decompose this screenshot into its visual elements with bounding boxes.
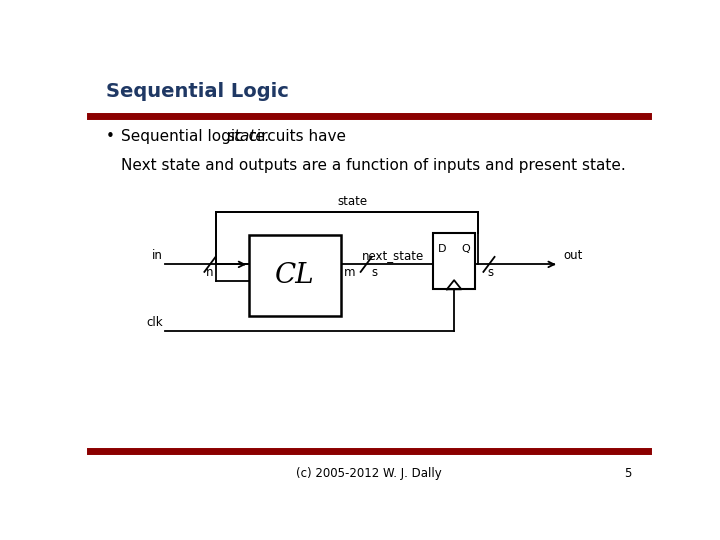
Text: •: • [106, 129, 114, 144]
Text: s: s [487, 266, 493, 280]
Text: m: m [343, 266, 355, 280]
Text: clk: clk [146, 316, 163, 329]
Text: (c) 2005-2012 W. J. Dally: (c) 2005-2012 W. J. Dally [296, 467, 442, 480]
Text: state: state [337, 195, 367, 208]
Text: state.: state. [227, 129, 271, 144]
Bar [433, 233, 475, 289]
Text: D: D [438, 244, 446, 254]
Bar [249, 235, 341, 316]
Text: Sequential Logic: Sequential Logic [106, 82, 289, 102]
Text: 5: 5 [624, 467, 631, 480]
Text: Sequential logic circuits have: Sequential logic circuits have [121, 129, 351, 144]
Text: in: in [152, 249, 163, 262]
Text: CL: CL [275, 262, 315, 289]
Text: next_state: next_state [361, 249, 424, 262]
Text: out: out [563, 249, 582, 262]
Text: Q: Q [462, 244, 471, 254]
Text: n: n [206, 266, 214, 280]
Text: s: s [372, 266, 378, 280]
Text: Next state and outputs are a function of inputs and present state.: Next state and outputs are a function of… [121, 158, 626, 173]
